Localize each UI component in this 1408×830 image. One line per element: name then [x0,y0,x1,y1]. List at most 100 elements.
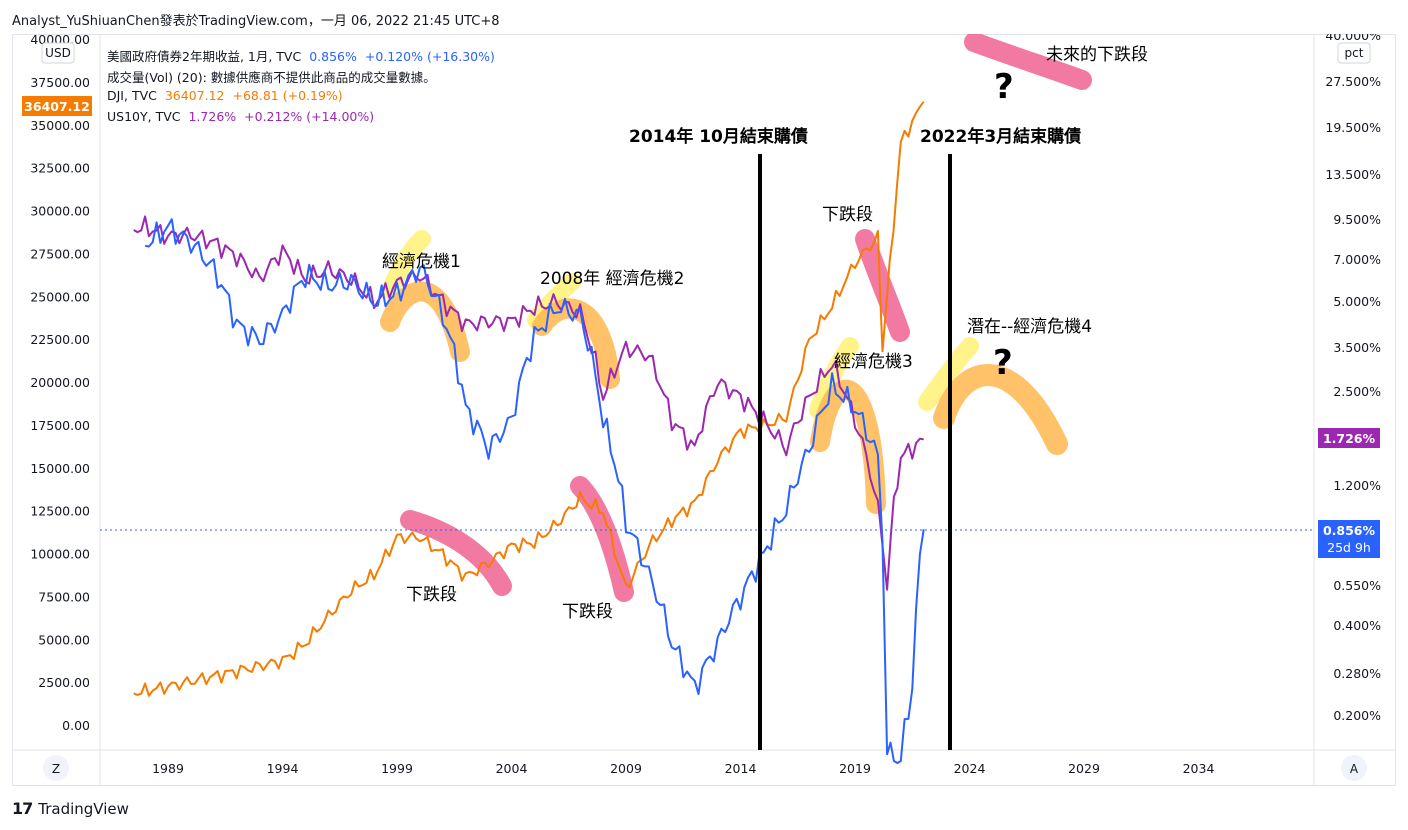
left-tick-label: 5000.00 [38,632,90,647]
qe-end-2014-label: 2014年 10月結束購債 [629,126,808,147]
crisis3-orange-mark [810,379,886,514]
right-tick-label: 40.000% [1325,34,1381,43]
right-tick-label: 2.500% [1333,384,1381,399]
decline2-label: 下跌段 [562,602,613,622]
us2y-line [144,218,925,764]
decline3-label: 下跌段 [822,205,873,225]
time-tick-label: 2004 [496,761,528,776]
left-tick-label: 15000.00 [30,461,90,476]
us2y-price-tag [1318,520,1380,558]
legend-us2y-change: +0.120% (+16.30%) [364,49,495,64]
legend-us10y-change: +0.212% (+14.00%) [244,109,375,124]
legend-us2y-label: 美國政府債券2年期收益, 1月, TVC [107,49,302,64]
time-axis-left-button[interactable] [43,755,69,781]
time-axis-ticks[interactable]: 1989 1994 1999 2004 2009 2014 2019 2024 2029 2034 [152,761,1214,776]
left-tick-label: 22500.00 [30,332,90,347]
left-tick-label: 7500.00 [38,589,90,604]
time-tick-label: 1994 [267,761,299,776]
left-tick-label: 25000.00 [30,289,90,304]
left-tick-label: 17500.00 [30,418,90,433]
time-axis-right-button-label: A [1350,762,1359,776]
right-tick-label: 13.500% [1325,167,1381,182]
time-tick-label: 1989 [152,761,184,776]
dji-price-tag [22,96,92,116]
time-tick-label: 2019 [839,761,871,776]
tradingview-logo-icon: 𝟭𝟳 [12,799,33,818]
legend-dji-change: +68.81 (+0.19%) [232,88,343,103]
left-axis-ticks[interactable]: 40000.0037500.0035000.0032500.0030000.00… [30,34,90,733]
right-tick-label: 0.280% [1333,666,1381,681]
right-tick-label: 1.200% [1333,478,1381,493]
legend-us2y-value: 0.856% [309,49,357,64]
dji-line [133,101,925,697]
right-tick-label: 5.000% [1333,294,1381,309]
left-tick-label: 10000.00 [30,547,90,562]
crisis4-yellow-mark [918,337,979,411]
footer-brand-label: TradingView [38,799,129,818]
legend-us10y-label: US10Y, TVC [107,109,181,124]
right-tick-label: 27.500% [1325,74,1381,89]
right-axis-ticks[interactable]: 40.000% 27.500% 19.500% 13.500% 9.500% 7.000%… [1325,34,1381,723]
decline2-red-mark [570,476,634,602]
left-axis-unit: USD [45,46,71,60]
legend-dji-value: 36407.12 [164,88,225,103]
left-tick-label: 0.00 [62,718,90,733]
right-tick-label: 9.500% [1333,212,1381,227]
legend-us10y-value: 1.726% [188,109,237,124]
crisis3-label: 經濟危機3 [834,352,913,372]
right-tick-label: 0.550% [1333,578,1381,593]
left-tick-label: 2500.00 [38,675,90,690]
time-tick-label: 2024 [954,761,986,776]
us10y-price-tag [1318,428,1380,448]
left-axis-unit-box[interactable] [41,42,75,64]
chart-frame: 40000.00 37500.00 35000.00 32500.00 30000.00… [12,34,1396,786]
us2y-price-tag-text: 0.856% [1323,523,1376,538]
decline1-red-mark [400,510,512,596]
highlight-strokes [380,34,1092,602]
right-tick-label: 19.500% [1325,120,1381,135]
right-tick-label: 0.200% [1333,708,1381,723]
crisis1-yellow-mark [381,230,431,299]
legend-us2y[interactable]: 美國政府債券2年期收益, 1月, TVC 0.856% +0.120% (+16… [107,46,499,65]
footer-brand[interactable]: 𝟭𝟳 TradingView [12,799,129,818]
time-tick-label: 1999 [381,761,413,776]
right-axis-unit: pct [1345,46,1364,60]
crisis4-label: 潛在--經濟危機4 [967,317,1092,337]
question-mark-2: ? [993,343,1013,383]
publisher-line: Analyst_YuShiuanChen發表於TradingView.com，一… [12,14,500,29]
chart-svg[interactable]: 40000.0037500.0035000.0032500.0030000.00… [12,34,1396,786]
left-tick-label: 32500.00 [30,161,90,176]
time-tick-label: 2034 [1183,761,1215,776]
question-mark-1: ? [994,67,1014,107]
decline1-label: 下跌段 [406,585,457,605]
legend-volume-label: 成交量(Vol) (20): 數據供應商不提供此商品的成交量數據。 [107,70,436,85]
right-tick-label: 7.000% [1333,252,1381,267]
legend-dji[interactable]: DJI, TVC 36407.12 +68.81 (+0.19%) [107,88,347,103]
legend-us10y[interactable]: US10Y, TVC 1.726% +0.212% (+14.00%) [107,109,378,124]
us2y-countdown: 25d 9h [1327,540,1371,555]
time-tick-label: 2009 [610,761,642,776]
qe-end-2022-label: 2022年3月結束購債 [920,126,1081,147]
time-tick-label: 2029 [1068,761,1100,776]
left-tick-label: 20000.00 [30,375,90,390]
right-tick-label: 0.400% [1333,618,1381,633]
left-tick-label: 37500.00 [30,75,90,90]
right-axis-unit-box[interactable] [1337,42,1371,64]
time-axis-left-button-label: Z [52,762,60,776]
time-axis-right-button[interactable] [1341,755,1367,781]
us10y-line [133,215,924,591]
crisis1-label: 經濟危機1 [382,252,461,272]
crisis4-orange-mark [933,364,1068,455]
left-tick-label: 30000.00 [30,204,90,219]
left-tick-label: 35000.00 [30,118,90,133]
crisis1-orange-mark [380,281,470,362]
legend-dji-label: DJI, TVC [107,88,157,103]
legend-volume[interactable]: 成交量(Vol) (20): 數據供應商不提供此商品的成交量數據。 [107,67,440,86]
left-tick-label: 12500.00 [30,504,90,519]
us10y-price-tag-text: 1.726% [1323,431,1376,446]
crisis2-label: 2008年 經濟危機2 [540,269,684,289]
future-decline-label: 未來的下跌段 [1046,45,1148,65]
right-tick-label: 3.500% [1333,340,1381,355]
dji-price-tag-text: 36407.12 [24,99,90,114]
left-tick-label: 27500.00 [30,246,90,261]
